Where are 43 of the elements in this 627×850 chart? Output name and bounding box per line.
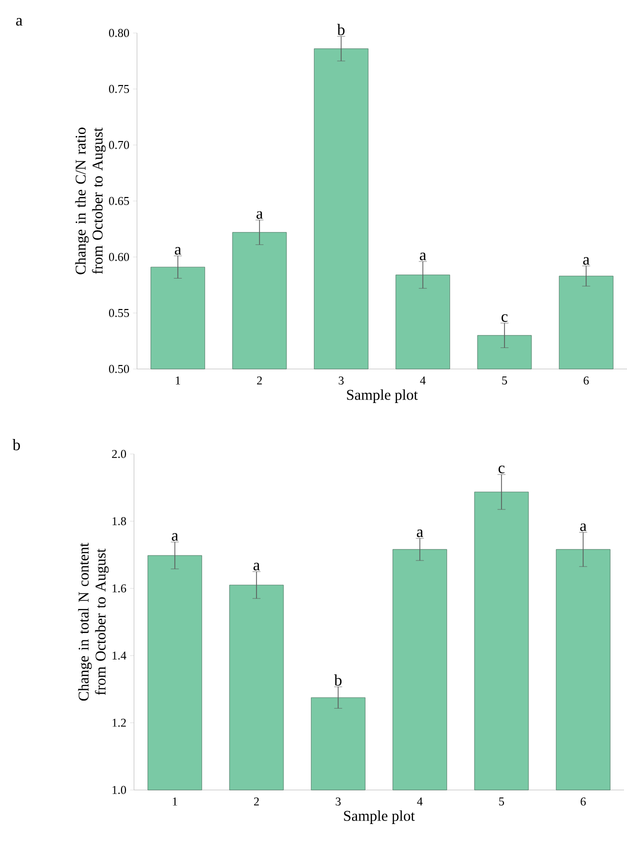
y-tick-label: 1.6 [112, 584, 126, 592]
x-tick-label: 6 [580, 798, 586, 806]
y-axis-title: Change in the C/N ratio from October to August [75, 128, 106, 274]
y-tick-label: 0.50 [108, 364, 129, 374]
y-tick-label: 0.60 [108, 252, 129, 262]
y-tick-label: 1.4 [112, 652, 126, 660]
x-tick-label: 2 [254, 798, 259, 806]
y-tick-label: 0.55 [108, 308, 129, 318]
annotation: a [416, 529, 424, 538]
x-axis-title: Sample plot [347, 389, 418, 403]
x-tick-label: 1 [172, 798, 178, 806]
x-tick-label: 3 [336, 798, 341, 806]
x-tick-label: 5 [502, 376, 507, 384]
y-tick-label: 0.70 [108, 140, 129, 150]
y-tick-label: 1.2 [112, 718, 126, 727]
x-tick-label: 4 [416, 798, 423, 806]
x-tick-label: 2 [256, 376, 262, 384]
annotation: b [337, 24, 344, 36]
y-tick-label: 1.0 [112, 786, 126, 794]
x-axis-title: Sample plot [344, 810, 415, 824]
annotation: a [420, 252, 426, 260]
annotation: b [334, 674, 342, 686]
y-tick-label: 0.75 [108, 84, 129, 94]
y-tick-label: 0.65 [108, 196, 129, 206]
x-tick-label: 1 [176, 376, 180, 384]
annotation: a [174, 247, 182, 255]
x-tick-label: 3 [338, 376, 344, 385]
x-tick-label: 5 [499, 798, 504, 806]
annotation: a [583, 257, 590, 265]
x-tick-label: 6 [584, 376, 589, 385]
y-tick-label: 0.80 [108, 28, 129, 38]
y-tick-label: 2.0 [112, 450, 126, 458]
annotation: c [501, 314, 508, 322]
text: a [16, 18, 22, 26]
annotation: a [580, 523, 586, 532]
y-axis-title: Change in total N content from October to August [78, 542, 109, 701]
y-tick-label: 1.8 [112, 517, 126, 526]
annotation: a [256, 211, 263, 219]
annotation: a [253, 562, 260, 570]
annotation: c [498, 466, 504, 474]
text: b [12, 439, 20, 450]
x-tick-label: 4 [420, 376, 426, 384]
annotation: a [172, 533, 178, 541]
